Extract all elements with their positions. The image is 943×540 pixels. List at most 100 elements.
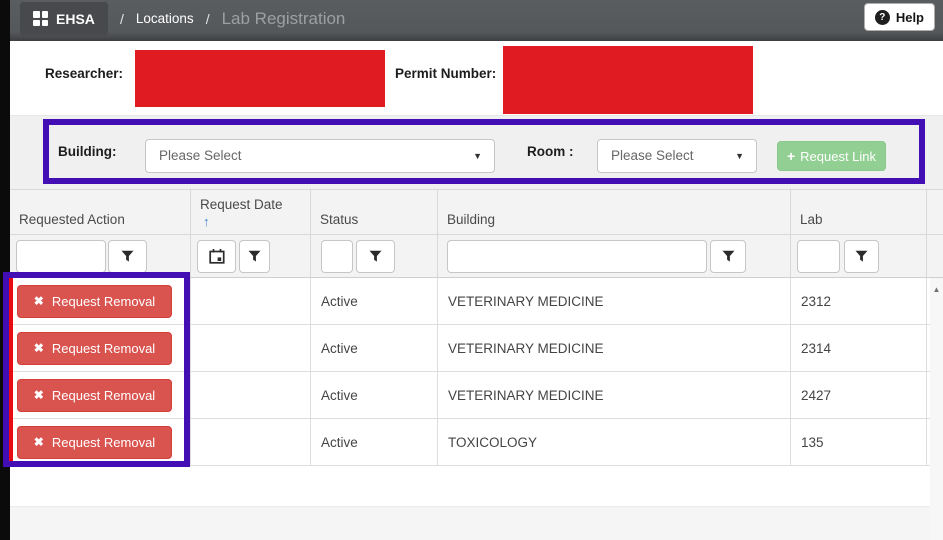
cell-status: Active bbox=[310, 278, 437, 324]
request-removal-label: Request Removal bbox=[51, 434, 156, 450]
grid-filter-row bbox=[10, 235, 943, 278]
funnel-icon bbox=[248, 250, 261, 262]
cell-spacer bbox=[926, 278, 943, 324]
table-row: ✖ Request Removal Active VETERINARY MEDI… bbox=[10, 278, 943, 325]
cell-status: Active bbox=[310, 419, 437, 465]
top-navigation-bar: EHSA / Locations / Lab Registration ? He… bbox=[10, 0, 943, 41]
building-select-value: Please Select bbox=[159, 148, 242, 163]
cell-request-date bbox=[190, 325, 310, 371]
building-select[interactable]: Please Select ▼ bbox=[145, 139, 495, 173]
cell-spacer bbox=[926, 325, 943, 371]
cell-lab: 2314 bbox=[790, 325, 926, 371]
x-icon: ✖ bbox=[33, 435, 44, 449]
cell-requested-action: ✖ Request Removal bbox=[10, 372, 190, 418]
breadcrumb: / Locations / Lab Registration bbox=[120, 0, 345, 37]
chevron-down-icon: ▼ bbox=[473, 151, 482, 161]
cell-building: TOXICOLOGY bbox=[437, 419, 790, 465]
room-select[interactable]: Please Select ▼ bbox=[597, 139, 757, 173]
header-requested-action[interactable]: Requested Action bbox=[10, 190, 190, 234]
building-filter-input[interactable] bbox=[447, 240, 707, 273]
filter-cell-lab bbox=[790, 235, 926, 277]
status-filter-button[interactable] bbox=[356, 240, 395, 273]
table-row: ✖ Request Removal Active VETERINARY MEDI… bbox=[10, 325, 943, 372]
grid-header-row: Requested Action Request Date ↑ Status B… bbox=[10, 190, 943, 235]
funnel-icon bbox=[722, 250, 734, 262]
header-lab-label[interactable]: Lab bbox=[800, 212, 823, 227]
cell-spacer bbox=[926, 372, 943, 418]
cell-status: Active bbox=[310, 325, 437, 371]
header-status[interactable]: Status bbox=[310, 190, 437, 234]
funnel-icon bbox=[121, 250, 134, 262]
x-icon: ✖ bbox=[33, 294, 44, 308]
question-mark-icon: ? bbox=[874, 9, 890, 25]
cell-lab: 2427 bbox=[790, 372, 926, 418]
cell-lab: 135 bbox=[790, 419, 926, 465]
sort-ascending-icon[interactable]: ↑ bbox=[203, 214, 210, 229]
brand-label: EHSA bbox=[56, 10, 95, 27]
request-removal-label: Request Removal bbox=[51, 293, 156, 309]
requested-action-filter-input[interactable] bbox=[16, 240, 106, 273]
filter-cell-request-date bbox=[190, 235, 310, 277]
footer-strip bbox=[10, 506, 943, 540]
chevron-down-icon: ▼ bbox=[735, 151, 744, 161]
page-title: Lab Registration bbox=[221, 8, 346, 28]
request-date-filter-button[interactable] bbox=[239, 240, 270, 273]
permit-number-redaction-overlay bbox=[503, 46, 753, 114]
request-removal-button[interactable]: ✖ Request Removal bbox=[17, 284, 172, 318]
breadcrumb-separator: / bbox=[120, 10, 124, 27]
header-spacer bbox=[926, 190, 943, 234]
building-filter-button[interactable] bbox=[710, 240, 746, 273]
header-building[interactable]: Building bbox=[437, 190, 790, 234]
request-link-button[interactable]: + Request Link bbox=[777, 141, 886, 171]
request-removal-button[interactable]: ✖ Request Removal bbox=[17, 425, 172, 459]
status-filter-input[interactable] bbox=[321, 240, 353, 273]
request-removal-button[interactable]: ✖ Request Removal bbox=[17, 378, 172, 412]
filter-cell-building bbox=[437, 235, 790, 277]
request-removal-label: Request Removal bbox=[51, 387, 156, 403]
header-building-label[interactable]: Building bbox=[447, 212, 496, 227]
cell-request-date bbox=[190, 419, 310, 465]
lab-registration-grid: Requested Action Request Date ↑ Status B… bbox=[10, 190, 943, 467]
header-status-label[interactable]: Status bbox=[320, 212, 359, 227]
lab-filter-button[interactable] bbox=[844, 240, 879, 273]
calendar-icon bbox=[208, 249, 225, 264]
researcher-label: Researcher: bbox=[45, 66, 124, 81]
cell-building: VETERINARY MEDICINE bbox=[437, 372, 790, 418]
header-request-date[interactable]: Request Date ↑ bbox=[190, 190, 310, 234]
cell-building: VETERINARY MEDICINE bbox=[437, 325, 790, 371]
header-lab[interactable]: Lab bbox=[790, 190, 926, 234]
lab-filter-input[interactable] bbox=[797, 240, 840, 273]
header-request-date-label[interactable]: Request Date bbox=[200, 197, 283, 212]
requested-action-filter-button[interactable] bbox=[108, 240, 147, 273]
request-link-button-label: Request Link bbox=[800, 148, 877, 164]
request-date-picker-button[interactable] bbox=[197, 240, 236, 273]
help-button[interactable]: ? Help bbox=[863, 3, 935, 31]
grid-body: ✖ Request Removal Active VETERINARY MEDI… bbox=[10, 278, 943, 466]
annotation-box-removal-buttons bbox=[3, 272, 190, 467]
help-button-label: Help bbox=[895, 9, 924, 25]
app-grid-icon bbox=[33, 11, 48, 26]
funnel-icon bbox=[855, 250, 868, 262]
request-removal-button[interactable]: ✖ Request Removal bbox=[17, 331, 172, 365]
request-removal-label: Request Removal bbox=[51, 340, 156, 356]
cell-requested-action: ✖ Request Removal bbox=[10, 278, 190, 324]
page-background: EHSA / Locations / Lab Registration ? He… bbox=[10, 0, 943, 540]
cell-requested-action: ✖ Request Removal bbox=[10, 419, 190, 465]
room-label: Room : bbox=[527, 144, 574, 159]
vertical-scrollbar[interactable] bbox=[930, 278, 943, 540]
permit-number-label: Permit Number: bbox=[395, 66, 497, 81]
cell-lab: 2312 bbox=[790, 278, 926, 324]
filter-cell-status bbox=[310, 235, 437, 277]
ehsa-home-button[interactable]: EHSA bbox=[20, 2, 108, 35]
cell-building: VETERINARY MEDICINE bbox=[437, 278, 790, 324]
header-requested-action-label[interactable]: Requested Action bbox=[19, 212, 125, 227]
scrollbar-up-arrow[interactable]: ▲ bbox=[932, 285, 941, 294]
table-row: ✖ Request Removal Active VETERINARY MEDI… bbox=[10, 372, 943, 419]
funnel-icon bbox=[369, 250, 382, 262]
cell-request-date bbox=[190, 278, 310, 324]
breadcrumb-locations[interactable]: Locations bbox=[135, 11, 194, 26]
building-label: Building: bbox=[58, 144, 117, 159]
room-select-value: Please Select bbox=[611, 148, 694, 163]
plus-icon: + bbox=[786, 148, 796, 164]
